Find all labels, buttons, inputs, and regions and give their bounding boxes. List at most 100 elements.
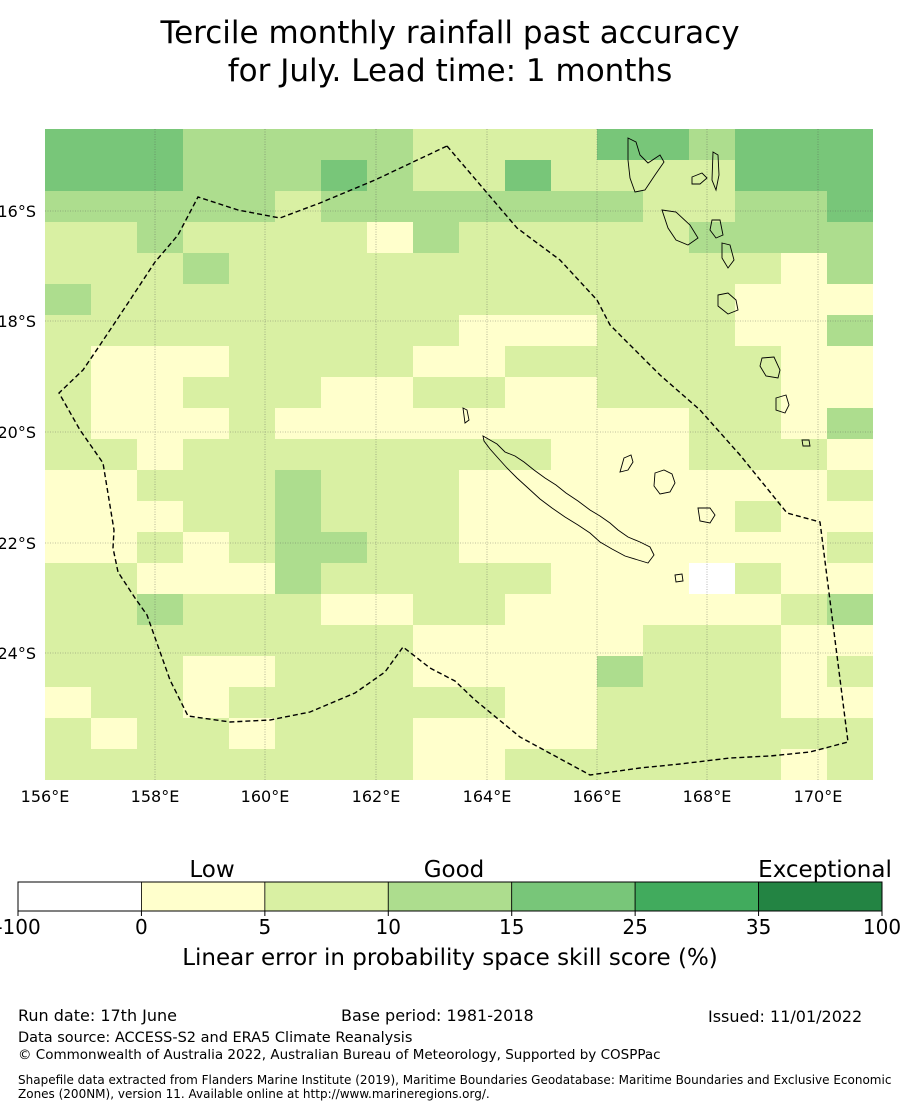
grid-cell [229,408,275,439]
grid-cell [643,749,689,780]
grid-cell [781,625,827,656]
colorbar-swatch [387,881,513,912]
grid-cell [91,749,137,780]
grid-cell [91,377,137,408]
map-title: Tercile monthly rainfall past accuracy f… [0,14,900,90]
lon-label: 162°E [352,787,401,806]
colorbar-tick-label: -100 [0,915,41,939]
grid-cell [45,408,91,439]
grid-cell [275,594,321,625]
grid-cell [413,315,459,346]
grid-cell [735,656,781,687]
isle-of-pines [674,573,684,583]
grid-cell [183,222,229,253]
grid-cell [413,191,459,222]
grid-cell [735,749,781,780]
grid-cell [275,656,321,687]
grid-cell [367,470,413,501]
grid-cell [229,749,275,780]
grid-cell [735,718,781,749]
grid-cell [183,439,229,470]
grid-cell [643,284,689,315]
grid-cell [597,377,643,408]
grid-cell [781,532,827,563]
grid-cell [137,315,183,346]
grid-cell [229,687,275,718]
colorbar-swatch [17,881,142,912]
grid-cell [459,408,505,439]
grid-cell [597,315,643,346]
grid-cell [505,222,551,253]
grid-cell [45,284,91,315]
grid-cell [137,749,183,780]
grid-cell [367,284,413,315]
grid-cell [91,718,137,749]
grid-cell [229,718,275,749]
grid-cell [551,191,597,222]
grid-cell [137,160,183,191]
grid-cell [505,594,551,625]
grid-cell [551,470,597,501]
grid-cell [459,532,505,563]
grid-cell [275,222,321,253]
grid-cell [413,129,459,160]
grid-cell [413,718,459,749]
island-coastlines [462,137,811,583]
grid-cell [275,718,321,749]
grid-cell [505,656,551,687]
grid-cell [781,687,827,718]
grid-cell [643,594,689,625]
colorbar-ticks: -100 0 5 10 15 25 35 100 [0,911,900,939]
grid-cell [459,253,505,284]
grid-cell [45,315,91,346]
grid-cell [689,377,735,408]
grid-cell [643,501,689,532]
grid-cell [413,501,459,532]
title-line-2: for July. Lead time: 1 months [227,53,673,89]
grid-cell [689,439,735,470]
grid-cell [45,160,91,191]
grid-cell [275,749,321,780]
grid-cell [735,594,781,625]
latitude-labels: 16°S 18°S 20°S 22°S 24°S [0,202,36,663]
grid-cell [183,563,229,594]
grid-cell [413,346,459,377]
grid-cell [275,284,321,315]
grid-cell [827,160,873,191]
run-date: Run date: 17th June [18,1006,178,1025]
grid-cell [459,656,505,687]
lat-label: 20°S [0,423,36,442]
epi-island [709,219,724,239]
grid-cell [643,160,689,191]
lon-label: 158°E [131,787,180,806]
grid-cell [183,191,229,222]
grid-cell [321,160,367,191]
grid-cell [367,253,413,284]
grid-cell [45,222,91,253]
eez-boundary-line [58,145,849,776]
grid-cell [505,687,551,718]
grid-cell [551,315,597,346]
grid-cell [781,160,827,191]
grid-cell [45,439,91,470]
grid-cell [275,160,321,191]
grid-cell [827,408,873,439]
grid-cell [459,594,505,625]
malekula-island [661,209,699,246]
grid-cell [91,470,137,501]
grid-cell [643,253,689,284]
grid-cell [459,160,505,191]
lon-label: 168°E [683,787,732,806]
grid-cell [827,532,873,563]
grid-cell [45,749,91,780]
grid-cell [367,749,413,780]
grid-cell [137,532,183,563]
loyalty-ouvea-island [619,454,634,473]
grid-cell [321,594,367,625]
grid-cell [827,625,873,656]
grid-cell [643,625,689,656]
grid-cell [459,284,505,315]
grid-cell [137,563,183,594]
grid-cell [321,346,367,377]
grid-cell [321,315,367,346]
